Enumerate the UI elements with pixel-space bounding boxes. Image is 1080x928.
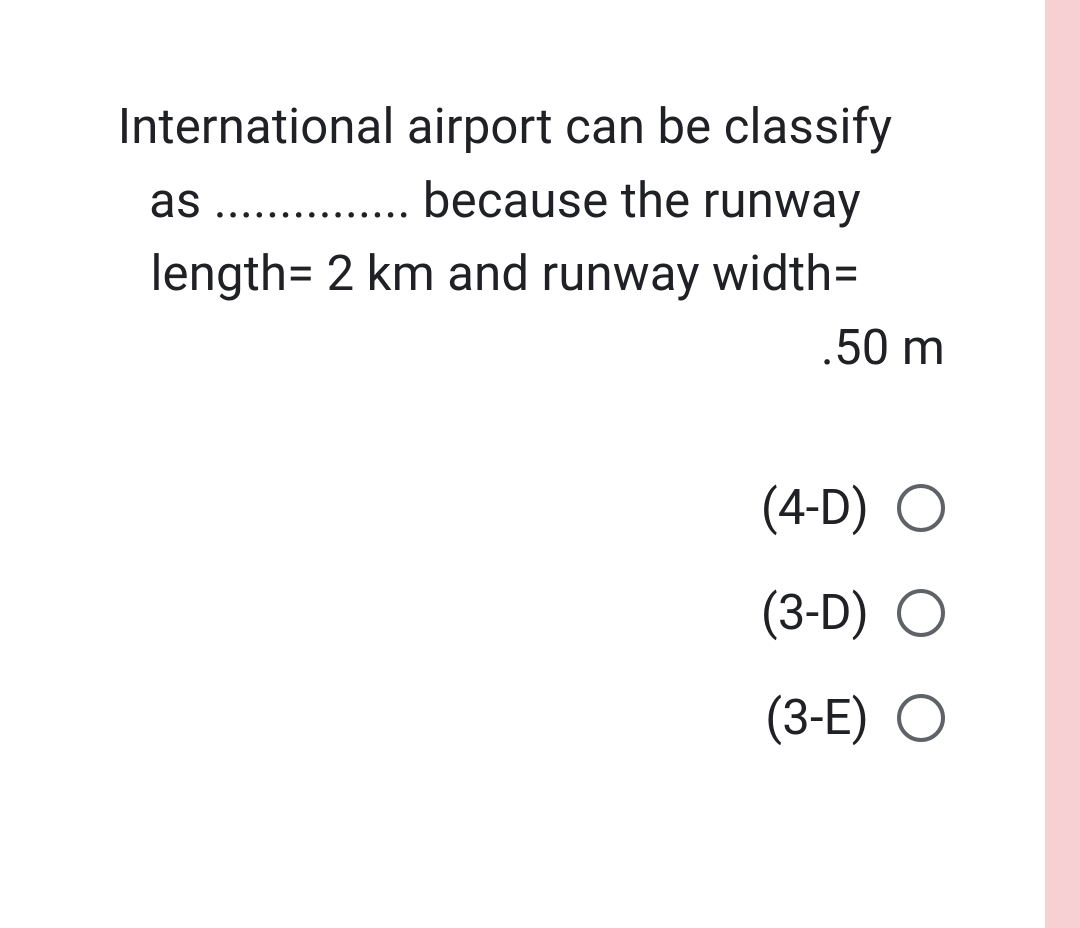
radio-icon bbox=[897, 694, 945, 742]
question-text: International airport can be classify as… bbox=[0, 90, 1010, 384]
question-container: International airport can be classify as… bbox=[0, 0, 1080, 746]
question-line-3: length= 2 km and runway width= bbox=[150, 245, 859, 302]
option-label: (3-D) bbox=[761, 584, 869, 641]
option-3e[interactable]: (3-E) bbox=[0, 689, 945, 746]
question-line-2: as ............... because the runway bbox=[149, 172, 861, 229]
radio-icon bbox=[897, 484, 945, 532]
option-label: (4-D) bbox=[761, 479, 869, 536]
question-line-4: .50 m bbox=[0, 311, 1010, 385]
option-4d[interactable]: (4-D) bbox=[0, 479, 945, 536]
sidebar-accent bbox=[1045, 0, 1080, 928]
radio-icon bbox=[897, 589, 945, 637]
option-3d[interactable]: (3-D) bbox=[0, 584, 945, 641]
question-line-1: International airport can be classify bbox=[118, 98, 893, 155]
option-label: (3-E) bbox=[765, 689, 869, 746]
options-group: (4-D) (3-D) (3-E) bbox=[0, 479, 1010, 746]
